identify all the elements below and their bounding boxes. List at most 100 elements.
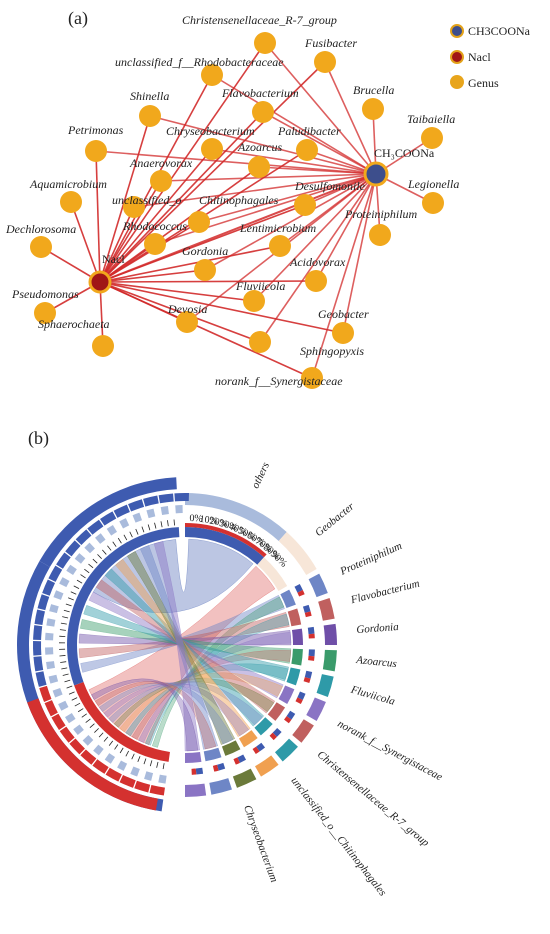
genus-label: unclassified_f__Rhodobacteraceae bbox=[115, 55, 284, 69]
ribbon-red-geobacter bbox=[88, 565, 276, 745]
ribbon-2 bbox=[78, 629, 292, 646]
sector-11 bbox=[185, 783, 207, 797]
edge-ch3-11 bbox=[160, 173, 377, 182]
mix-ring-seg bbox=[95, 533, 106, 544]
genus-label: Fusibacter bbox=[304, 36, 357, 50]
genus-nodes bbox=[30, 32, 444, 389]
sector-2 bbox=[323, 623, 337, 645]
genus-label: Christensenellaceae_R-7_group bbox=[182, 13, 337, 27]
tick-mark bbox=[62, 673, 69, 676]
mix-ring-seg bbox=[74, 553, 86, 564]
sector-mark-b-9 bbox=[237, 754, 247, 763]
genus-node bbox=[296, 139, 318, 161]
sector-inner-8 bbox=[239, 730, 258, 748]
sector-label: Proteiniphilum bbox=[338, 540, 404, 578]
mid-ring-seg bbox=[56, 552, 71, 569]
mid-ring-seg bbox=[92, 759, 109, 774]
ribbon-b-11 bbox=[91, 678, 199, 752]
tick-mark bbox=[141, 526, 145, 533]
mid-ring-seg bbox=[105, 767, 122, 782]
edge-nacl-4 bbox=[99, 115, 151, 283]
tick-mark bbox=[73, 585, 80, 590]
sector-inner-5 bbox=[278, 685, 295, 704]
genus-node bbox=[249, 331, 271, 353]
edge-ch3-16 bbox=[198, 173, 377, 223]
edge-ch3-6 bbox=[211, 148, 377, 175]
sector-7 bbox=[274, 738, 298, 762]
edge-ch3-15 bbox=[304, 173, 377, 206]
edge-ch3-24 bbox=[253, 173, 377, 302]
mid-ring-seg bbox=[33, 625, 43, 640]
tick-mark bbox=[117, 537, 122, 544]
tick-mark bbox=[61, 667, 68, 670]
sector-label: Fluviicola bbox=[349, 683, 397, 707]
genus-node bbox=[188, 211, 210, 233]
network-panel: (a) CH3COONa Nacl Genus Christensenellac… bbox=[5, 8, 531, 389]
mix-ring-seg bbox=[58, 700, 69, 711]
tick-mark bbox=[156, 761, 159, 768]
sector-mark-b-6 bbox=[286, 710, 296, 720]
genus-node bbox=[305, 270, 327, 292]
ribbon-b-5 bbox=[119, 672, 283, 733]
edge-nacl-21 bbox=[99, 269, 206, 283]
genus-node bbox=[362, 98, 384, 120]
edge-nacl-6 bbox=[99, 148, 213, 283]
mix-ring-seg bbox=[106, 524, 118, 536]
mid-ring-seg bbox=[134, 780, 151, 793]
ribbon-11 bbox=[153, 541, 201, 752]
edge-ch3-4 bbox=[149, 115, 377, 175]
chord-panel: (b) 0%10%20%30%40%50%60%70%80%90% others… bbox=[16, 428, 444, 898]
genus-node bbox=[201, 138, 223, 160]
tick-mark bbox=[114, 744, 119, 750]
edge-ch3-27 bbox=[342, 173, 377, 334]
sector-mark-b-1 bbox=[302, 604, 311, 613]
ribbon-b-2 bbox=[138, 631, 292, 743]
genus-node bbox=[369, 224, 391, 246]
genus-node bbox=[176, 311, 198, 333]
tick-mark bbox=[107, 545, 112, 551]
genus-node bbox=[332, 322, 354, 344]
hub-ch3coona-node bbox=[363, 161, 389, 187]
mid-ring-seg bbox=[35, 671, 47, 687]
mix-ring-seg bbox=[48, 674, 59, 684]
sector-mark-b-10 bbox=[217, 762, 226, 771]
genus-node bbox=[30, 236, 52, 258]
legend-nacl-label: Nacl bbox=[468, 50, 491, 64]
sector-4 bbox=[316, 674, 334, 697]
tick-mark bbox=[70, 591, 77, 595]
inner-ring-others-red bbox=[185, 523, 267, 558]
legend-nacl-marker bbox=[450, 50, 464, 64]
sector-inner-10 bbox=[203, 747, 222, 762]
edge-nacl-9 bbox=[95, 150, 101, 283]
tick-mark bbox=[147, 524, 151, 531]
genus-label: Petrimonas bbox=[67, 123, 124, 137]
mid-ring-seg bbox=[128, 499, 145, 512]
genus-label: Aquamicrobium bbox=[29, 177, 107, 191]
mix-ring-seg bbox=[45, 647, 54, 655]
mix-ring-seg bbox=[160, 506, 169, 516]
ribbon-1 bbox=[78, 611, 290, 659]
tick-mark bbox=[63, 609, 70, 613]
genus-label: Desulfomonile bbox=[294, 179, 366, 193]
mix-ring-seg bbox=[59, 577, 70, 588]
genus-label: Chitinophagales bbox=[199, 193, 279, 207]
outer-ring-red bbox=[27, 698, 158, 811]
genus-node bbox=[243, 290, 265, 312]
percent-tick-label: 20% bbox=[209, 516, 229, 530]
genus-node bbox=[194, 259, 216, 281]
tick-mark bbox=[112, 541, 117, 547]
outer-ring-others bbox=[185, 493, 287, 541]
tick-mark bbox=[162, 763, 165, 770]
genus-label: Shinella bbox=[130, 89, 169, 103]
sector-mark-r-5 bbox=[295, 697, 303, 705]
mid-ring-seg bbox=[65, 540, 81, 557]
mix-ring-seg bbox=[93, 744, 104, 756]
mix-ring-seg bbox=[82, 735, 94, 746]
sector-label: Geobacter bbox=[313, 500, 357, 539]
tick-mark bbox=[85, 718, 91, 723]
mid-ring-seg bbox=[100, 511, 117, 526]
sector-mark-r-7 bbox=[269, 732, 277, 741]
sector-mark-r-2 bbox=[308, 633, 315, 639]
edge-ch3-21 bbox=[204, 173, 377, 271]
